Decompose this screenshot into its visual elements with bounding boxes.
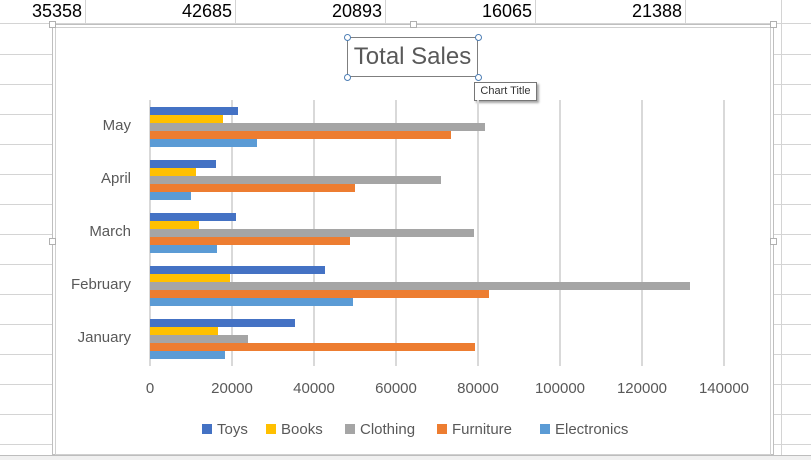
row-gridline [0,23,811,24]
x-tick-label: 60000 [375,380,417,397]
title-handle-bottom-right[interactable] [475,74,482,81]
legend-swatch-icon [540,424,550,434]
bar-toys-march[interactable] [150,213,236,221]
x-tick-label: 20000 [211,380,253,397]
bar-toys-february[interactable] [150,266,325,274]
bar-electronics-february[interactable] [150,298,353,306]
bar-clothing-march[interactable] [150,229,474,237]
bar-toys-january[interactable] [150,319,295,327]
bar-books-february[interactable] [150,274,230,282]
legend-label: Books [281,420,323,438]
column-gridline [685,0,686,23]
column-gridline [85,0,86,23]
legend-swatch-icon [437,424,447,434]
x-tick-label: 120000 [616,380,668,397]
legend-label: Electronics [555,420,629,438]
resize-handle-top-left[interactable] [49,21,56,28]
resize-handle-top[interactable] [410,21,417,28]
bar-furniture-february[interactable] [150,290,489,298]
category-label-february: February [70,276,131,293]
bar-books-march[interactable] [150,221,199,229]
x-tick-label: 40000 [293,380,335,397]
title-handle-top-left[interactable] [344,34,351,41]
column-gridline [535,0,536,23]
bar-toys-may[interactable] [150,107,238,115]
chart-title-box[interactable]: Total Sales [347,37,478,77]
cell-toys-january[interactable]: 35358 [31,1,82,21]
legend-label: Toys [217,420,248,438]
chart-title: Total Sales [353,43,472,70]
bar-furniture-january[interactable] [150,343,475,351]
legend-item-books[interactable]: Books [266,419,323,439]
bar-furniture-may[interactable] [150,131,451,139]
legend-item-electronics[interactable]: Electronics [540,419,628,439]
resize-handle-left[interactable] [49,238,56,245]
bar-electronics-january[interactable] [150,351,225,359]
plot-area[interactable] [149,100,749,366]
column-gridline [235,0,236,23]
category-label-january: January [77,329,131,346]
bar-furniture-april[interactable] [150,184,355,192]
bar-furniture-march[interactable] [150,237,350,245]
column-gridline [385,0,386,23]
bar-electronics-march[interactable] [150,245,217,253]
resize-handle-top-right[interactable] [770,21,777,28]
title-handle-top-right[interactable] [475,34,482,41]
cell-toys-may[interactable]: 21388 [631,1,682,21]
bar-clothing-april[interactable] [150,176,441,184]
legend-item-clothing[interactable]: Clothing [345,419,415,439]
category-label-april: April [100,170,131,187]
bar-clothing-february[interactable] [150,282,690,290]
x-tick-label: 140000 [698,380,750,397]
bar-books-april[interactable] [150,168,196,176]
bar-clothing-may[interactable] [150,123,485,131]
x-gridline [477,100,479,366]
bar-toys-april[interactable] [150,160,216,168]
cell-toys-february[interactable]: 42685 [181,1,232,21]
x-tick-label: 80000 [457,380,499,397]
x-gridline [641,100,643,366]
cell-toys-march[interactable]: 20893 [331,1,382,21]
resize-handle-right[interactable] [770,238,777,245]
bar-clothing-january[interactable] [150,335,248,343]
legend-label: Furniture [452,420,513,438]
x-gridline [723,100,725,366]
category-label-march: March [89,223,131,240]
legend-item-toys[interactable]: Toys [202,419,248,439]
bar-books-january[interactable] [150,327,218,335]
sheet-bottom-bar [0,455,811,460]
bar-electronics-may[interactable] [150,139,257,147]
chart-title-tooltip: Chart Title [474,82,537,101]
legend-swatch-icon [345,424,355,434]
x-gridline [559,100,561,366]
legend-swatch-icon [266,424,276,434]
x-tick-label: 0 [145,380,155,397]
title-handle-bottom-left[interactable] [344,74,351,81]
legend-label: Clothing [360,420,416,438]
legend-item-furniture[interactable]: Furniture [437,419,512,439]
bar-electronics-april[interactable] [150,192,191,200]
column-gridline [781,0,782,455]
bar-books-may[interactable] [150,115,223,123]
legend-swatch-icon [202,424,212,434]
legend[interactable]: Toys Books Clothing Furniture Electronics [0,419,811,439]
cell-toys-april[interactable]: 16065 [481,1,532,21]
x-tick-label: 100000 [534,380,586,397]
category-label-may: May [102,117,131,134]
